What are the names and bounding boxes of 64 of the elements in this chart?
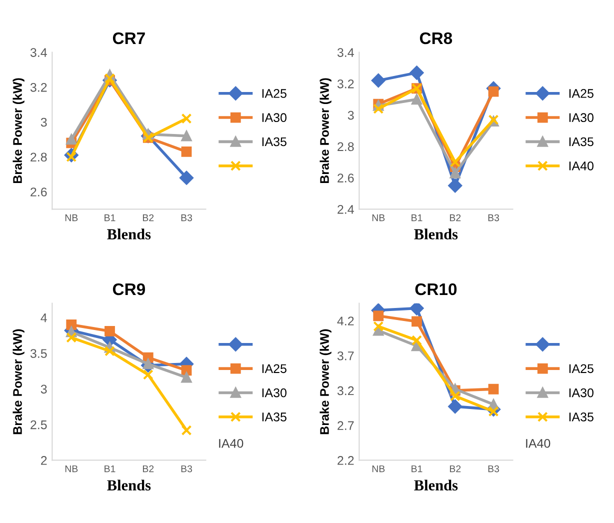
legend-label: IA35 bbox=[262, 412, 286, 422]
legend-label: IA40 bbox=[569, 161, 594, 170]
x-tick-label: B2 bbox=[450, 214, 461, 222]
legend-label: IA30 bbox=[569, 388, 594, 398]
y-tick-label: 2.6 bbox=[338, 174, 354, 182]
y-tick-label: 4 bbox=[40, 314, 47, 322]
chart-title: CR9 bbox=[112, 283, 145, 296]
x-tick-label: B1 bbox=[104, 465, 116, 472]
y-tick-label: 2.6 bbox=[30, 188, 47, 196]
x-tick-label: NB bbox=[372, 214, 385, 222]
y-axis-title: Brake Power (kW) bbox=[320, 329, 332, 434]
x-axis-title: Blends bbox=[414, 480, 458, 490]
y-tick-label: 3.2 bbox=[337, 79, 354, 88]
y-tick-label: 3 bbox=[348, 110, 354, 120]
y-tick-label: 2.7 bbox=[338, 421, 354, 430]
legend-label: IA35 bbox=[569, 137, 594, 146]
legend-label: IA30 bbox=[262, 113, 286, 122]
text: IA40 bbox=[526, 438, 550, 448]
chart-title: CR10 bbox=[415, 283, 457, 296]
text: IA40 bbox=[219, 438, 244, 448]
x-tick-label: NB bbox=[65, 214, 78, 222]
y-tick-label: 2.5 bbox=[30, 420, 47, 430]
y-tick-label: 3.4 bbox=[337, 48, 354, 57]
y-axis-title: Brake Power (kW) bbox=[12, 329, 24, 434]
x-axis-title: Blends bbox=[107, 480, 151, 490]
legend-label: IA25 bbox=[262, 364, 286, 374]
y-tick-label: 3.5 bbox=[30, 349, 47, 358]
y-tick-label: 4.2 bbox=[337, 316, 354, 326]
legend-label: IA30 bbox=[569, 113, 594, 122]
legend-label: IA35 bbox=[569, 412, 594, 422]
legend-label: IA25 bbox=[569, 364, 594, 374]
x-tick-label: B1 bbox=[412, 214, 422, 222]
y-tick-label: 3 bbox=[40, 384, 47, 394]
x-tick-label: B3 bbox=[181, 465, 192, 472]
x-tick-label: B1 bbox=[412, 465, 422, 472]
y-tick-label: 2.2 bbox=[338, 456, 354, 465]
x-tick-label: B3 bbox=[488, 214, 500, 222]
y-tick-label: 2.4 bbox=[338, 205, 354, 214]
x-axis-title: Blends bbox=[107, 228, 151, 240]
y-tick-label: 3 bbox=[40, 118, 47, 127]
chart-title: CR7 bbox=[112, 32, 145, 44]
y-tick-label: 3.2 bbox=[337, 386, 354, 396]
y-axis-title: Brake Power (kW) bbox=[320, 78, 332, 184]
x-tick-label: B2 bbox=[142, 465, 154, 472]
x-tick-label: B1 bbox=[104, 214, 116, 222]
y-tick-label: 2.8 bbox=[30, 152, 47, 162]
legend-label: IA25 bbox=[569, 89, 594, 98]
x-axis-title: Blends bbox=[414, 228, 458, 240]
y-tick-label: 2.8 bbox=[338, 142, 354, 152]
legend-label: IA25 bbox=[262, 89, 286, 98]
x-tick-label: B3 bbox=[488, 465, 500, 472]
y-tick-label: 3.7 bbox=[337, 351, 354, 360]
legend-label: IA30 bbox=[262, 388, 286, 398]
x-tick-label: B2 bbox=[142, 214, 154, 222]
y-tick-label: 3.4 bbox=[30, 48, 47, 57]
x-tick-label: NB bbox=[372, 465, 385, 472]
x-tick-label: NB bbox=[65, 465, 78, 472]
y-axis-title: Brake Power (kW) bbox=[12, 78, 24, 184]
x-tick-label: B3 bbox=[181, 214, 192, 222]
chart-title: CR8 bbox=[420, 32, 452, 44]
y-tick-label: 3.2 bbox=[30, 82, 47, 92]
legend-label: IA35 bbox=[262, 137, 286, 146]
y-tick-label: 2 bbox=[41, 456, 47, 465]
x-tick-label: B2 bbox=[450, 465, 461, 472]
